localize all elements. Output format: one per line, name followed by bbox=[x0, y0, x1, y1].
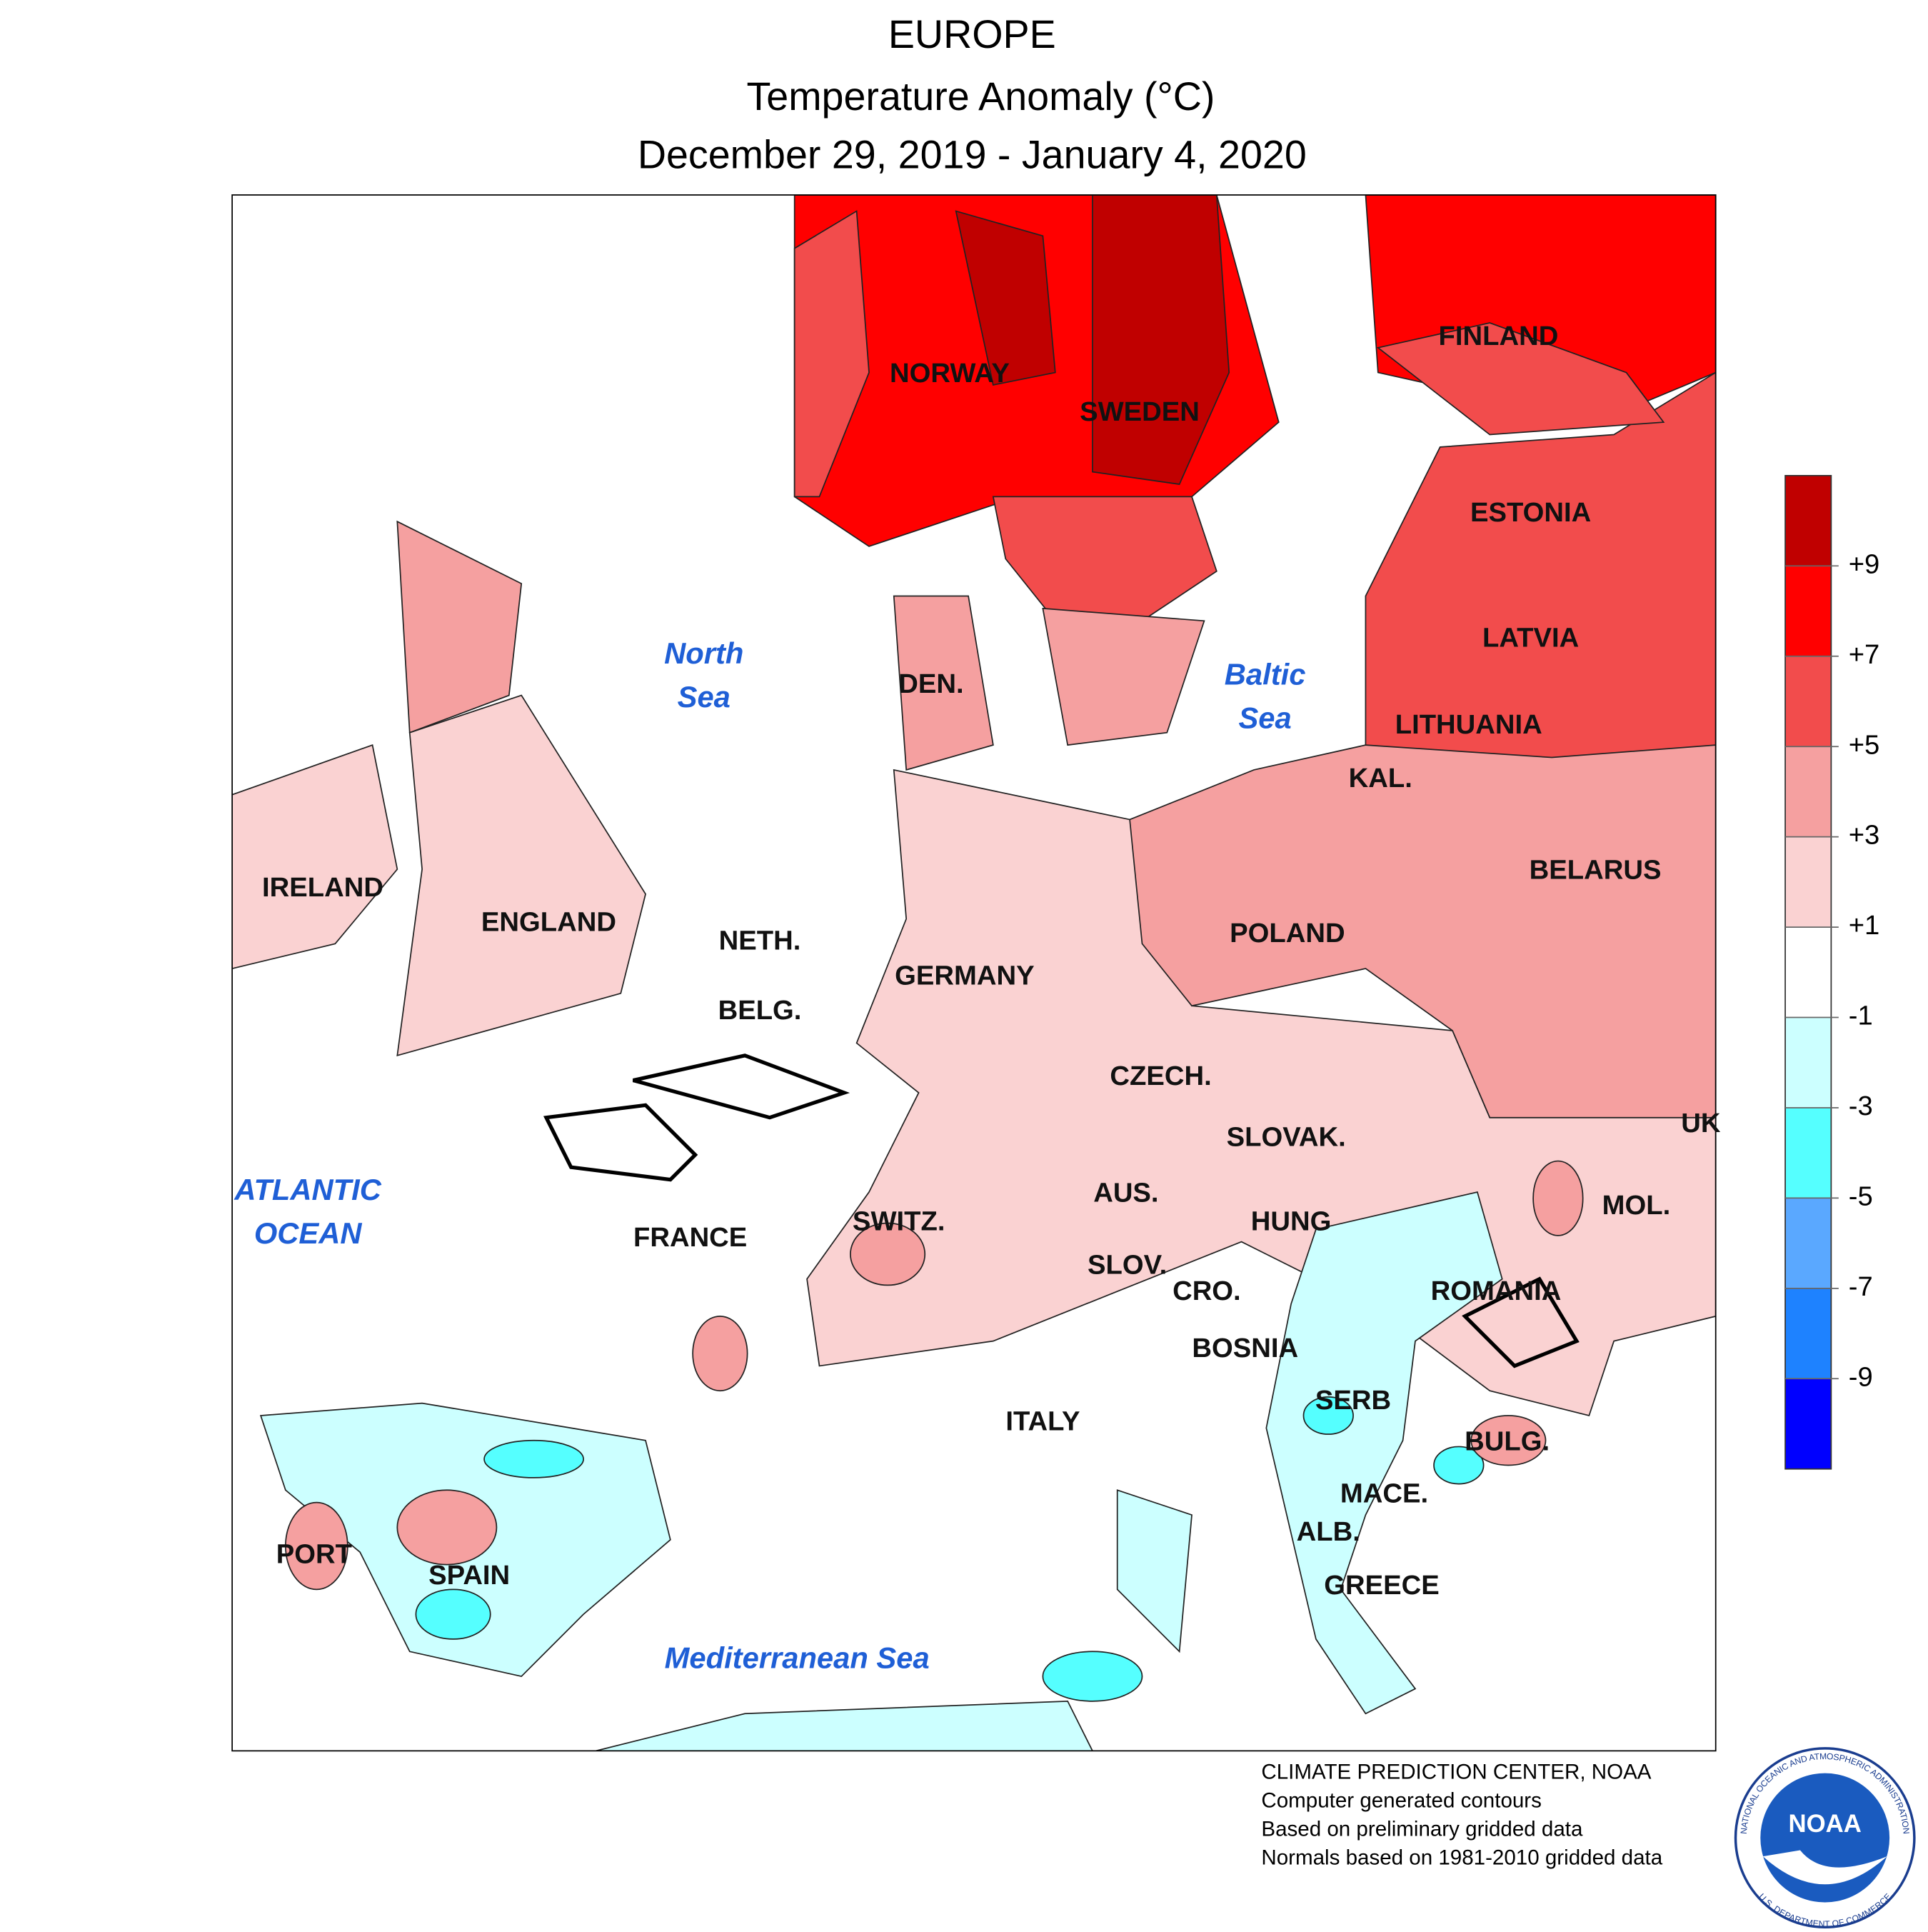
country-label: SLOV. bbox=[1088, 1249, 1167, 1280]
country-label: BELG. bbox=[718, 995, 802, 1026]
country-label: NETH. bbox=[719, 926, 801, 956]
country-label: GREECE bbox=[1324, 1570, 1439, 1601]
legend-tick-label: -3 bbox=[1849, 1091, 1873, 1121]
country-label: SLOVAK. bbox=[1227, 1121, 1346, 1152]
map-subtitle: Temperature Anomaly (°C) bbox=[746, 74, 1215, 119]
legend-frame bbox=[1784, 475, 1832, 1470]
legend-swatch bbox=[1784, 836, 1832, 928]
country-label: HUNG bbox=[1251, 1206, 1332, 1237]
map-labels: NORWAY SWEDEN FINLAND ESTONIA LATVIA LITHUANI… bbox=[234, 321, 1720, 1674]
sea-label: Mediterranean Sea bbox=[665, 1641, 930, 1674]
country-label: SWITZ. bbox=[853, 1206, 945, 1237]
country-label: IRELAND bbox=[262, 872, 383, 903]
country-label: CRO. bbox=[1173, 1276, 1241, 1306]
country-label: GERMANY bbox=[895, 960, 1034, 991]
footer-line: Normals based on 1981-2010 gridded data bbox=[1261, 1846, 1662, 1869]
country-label: POLAND bbox=[1230, 918, 1345, 949]
sea-label: Sea bbox=[678, 680, 730, 714]
country-label: FRANCE bbox=[633, 1222, 747, 1253]
country-label: PORT bbox=[276, 1539, 352, 1570]
legend-tick-label: +1 bbox=[1849, 910, 1880, 941]
footer-line: Based on preliminary gridded data bbox=[1261, 1817, 1583, 1841]
country-label: MACE. bbox=[1340, 1478, 1428, 1508]
legend-swatch bbox=[1784, 475, 1832, 566]
country-label: ESTONIA bbox=[1470, 497, 1591, 528]
anomaly-map bbox=[232, 194, 1716, 1751]
country-label: FINLAND bbox=[1439, 321, 1559, 351]
legend-swatch bbox=[1784, 926, 1832, 1018]
country-label: KAL. bbox=[1349, 763, 1412, 794]
legend-tick-label: -1 bbox=[1849, 1001, 1873, 1031]
country-label: NORWAY bbox=[890, 358, 1010, 389]
legend-tick-label: +3 bbox=[1849, 820, 1880, 851]
logo-name: NOAA bbox=[1789, 1811, 1862, 1838]
country-label: ROMANIA bbox=[1431, 1276, 1562, 1306]
footer-line: Computer generated contours bbox=[1261, 1788, 1542, 1812]
legend-tick-label: -9 bbox=[1849, 1361, 1873, 1392]
map-frame bbox=[231, 194, 1717, 1752]
legend-swatch bbox=[1784, 656, 1832, 747]
country-label: SERB bbox=[1315, 1385, 1391, 1416]
footer-line: CLIMATE PREDICTION CENTER, NOAA bbox=[1261, 1760, 1651, 1783]
sea-label: Sea bbox=[1238, 701, 1291, 734]
legend-swatch bbox=[1784, 1197, 1832, 1289]
sea-label: ATLANTIC bbox=[234, 1173, 381, 1206]
map-period: December 29, 2019 - January 4, 2020 bbox=[638, 132, 1307, 176]
country-label: AUS. bbox=[1093, 1178, 1158, 1208]
legend-tick-label: -7 bbox=[1849, 1271, 1873, 1302]
country-label: LATVIA bbox=[1482, 622, 1579, 653]
country-label: DEN. bbox=[898, 669, 963, 699]
country-label: BULG. bbox=[1465, 1426, 1550, 1456]
country-label: SWEDEN bbox=[1080, 396, 1200, 427]
country-label: MOL. bbox=[1602, 1190, 1671, 1221]
sea-label: Baltic bbox=[1225, 658, 1306, 691]
legend-tick-label: +7 bbox=[1849, 639, 1880, 670]
country-label: ALB. bbox=[1297, 1516, 1360, 1547]
country-label: ENGLAND bbox=[481, 907, 616, 938]
legend-tick-label: +5 bbox=[1849, 729, 1880, 760]
legend-tick-label: +9 bbox=[1849, 549, 1880, 579]
noaa-logo: NOAA NATIONAL OCEANIC AND ATMOSPHERIC AD… bbox=[1734, 1747, 1916, 1929]
legend-tick-label: -5 bbox=[1849, 1181, 1873, 1211]
footer: CLIMATE PREDICTION CENTER, NOAA Computer … bbox=[1261, 1760, 1662, 1869]
legend: +9 +7 +5 +3 +1 -1 -3 -5 -7 -9 bbox=[1784, 475, 1880, 1470]
map-title: EUROPE bbox=[888, 12, 1056, 56]
country-label: LITHUANIA bbox=[1395, 709, 1542, 740]
country-label: ITALY bbox=[1005, 1406, 1080, 1436]
country-label: BOSNIA bbox=[1192, 1333, 1298, 1363]
country-label: SPAIN bbox=[428, 1560, 510, 1591]
legend-swatch bbox=[1784, 565, 1832, 657]
legend-swatch bbox=[1784, 746, 1832, 838]
sea-label: North bbox=[664, 636, 743, 670]
legend-swatch bbox=[1784, 1107, 1832, 1198]
legend-swatch bbox=[1784, 1017, 1832, 1108]
country-label: UK bbox=[1681, 1108, 1721, 1138]
country-label: BELARUS bbox=[1530, 855, 1662, 886]
legend-swatch bbox=[1784, 1378, 1832, 1470]
country-label: CZECH. bbox=[1110, 1061, 1211, 1091]
sea-label: OCEAN bbox=[254, 1216, 363, 1250]
legend-swatch bbox=[1784, 1288, 1832, 1379]
